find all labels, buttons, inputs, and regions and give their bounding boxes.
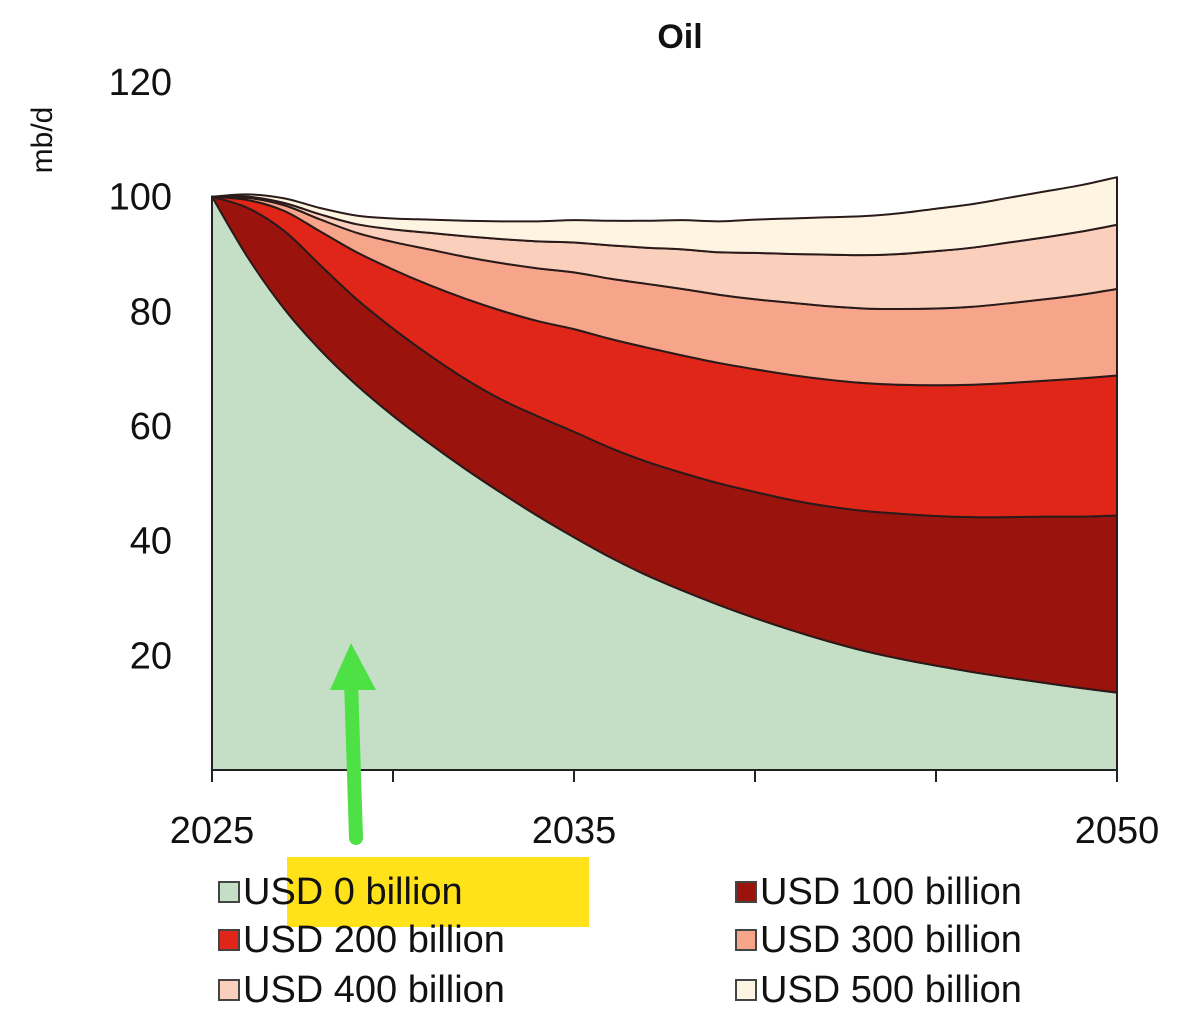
y-axis-label: mb/d [26,107,59,174]
arrow-shaft [344,673,363,845]
legend-label: USD 100 billion [760,871,1022,913]
x-tick-label: 2050 [1075,810,1160,852]
y-tick-label: 40 [130,521,172,563]
y-tick-label: 80 [130,291,172,333]
legend-item-usd-200-billion: USD 200 billion [218,919,505,961]
chart-title: Oil [657,18,702,56]
x-tick-label: 2035 [532,810,617,852]
y-tick-label: 60 [130,406,172,448]
legend-label: USD 0 billion [243,871,463,913]
arrow-head [330,643,376,690]
area-layers [211,176,1118,771]
legend-item-usd-100-billion: USD 100 billion [735,871,1022,913]
legend: USD 0 billion USD 100 billion USD 200 bill… [218,871,1022,1011]
legend-item-usd-400-billion: USD 400 billion [218,969,505,1011]
legend-swatch [218,929,240,951]
legend-swatch [735,929,757,951]
y-tick-labels: 20 40 60 80 100 120 [109,62,172,677]
legend-item-usd-300-billion: USD 300 billion [735,919,1022,961]
legend-swatch [735,881,757,903]
legend-label: USD 300 billion [760,919,1022,961]
annotations [287,643,589,927]
x-tick-label: 2025 [170,810,255,852]
x-tick-labels: 2025 2035 2050 [170,810,1160,852]
y-tick-label: 20 [130,635,172,677]
highlight-mark [287,857,589,927]
legend-label: USD 500 billion [760,969,1022,1011]
y-tick-label: 120 [109,62,172,104]
axes [211,196,1118,782]
y-tick-label: 100 [109,177,172,219]
area-usd-500-billion [211,176,1118,257]
legend-item-usd-500-billion: USD 500 billion [735,969,1022,1011]
legend-label: USD 200 billion [243,919,505,961]
legend-label: USD 400 billion [243,969,505,1011]
legend-swatch [218,979,240,1001]
legend-swatch [218,881,240,903]
legend-swatch [735,979,757,1001]
legend-item-usd-0-billion: USD 0 billion [218,871,463,913]
